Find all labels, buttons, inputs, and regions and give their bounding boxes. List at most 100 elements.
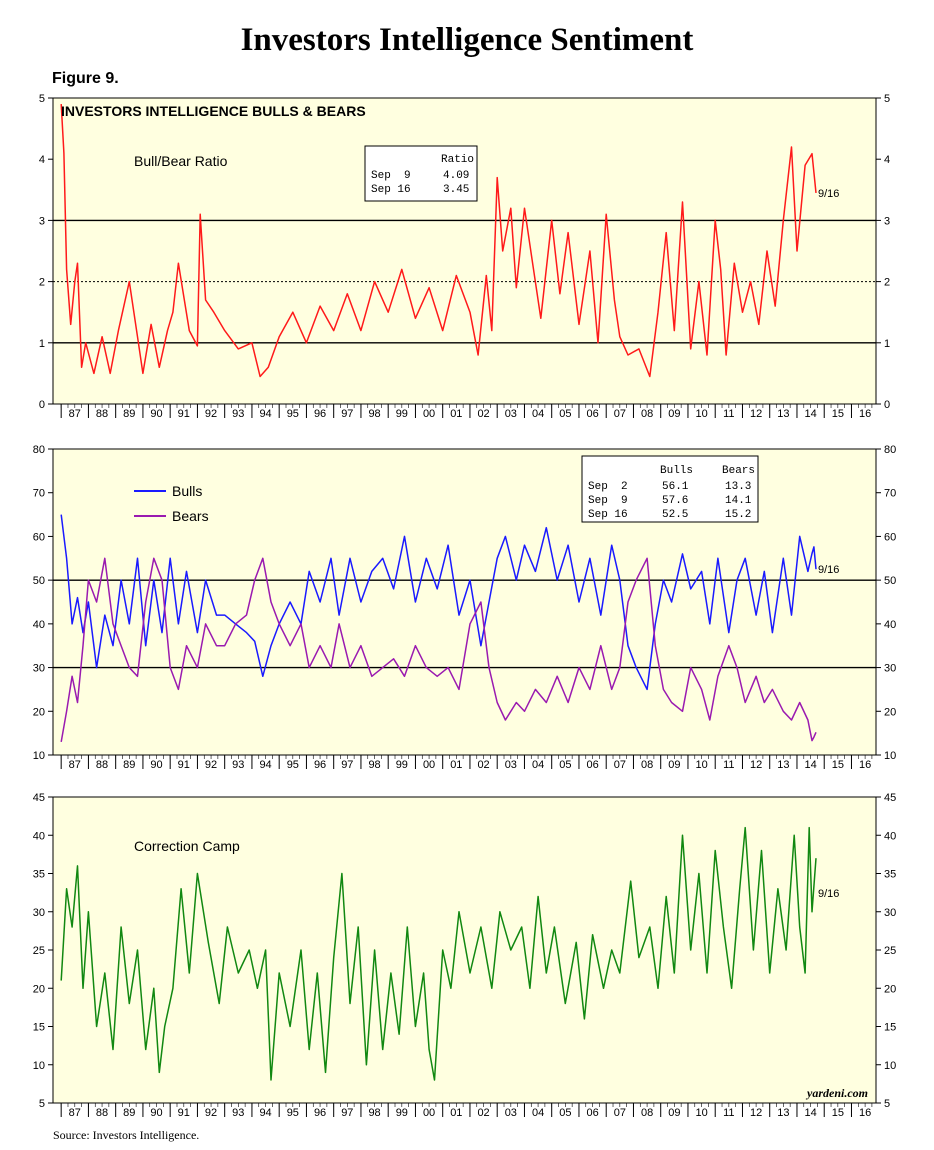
- y-tick-label: 5: [884, 1098, 890, 1110]
- y-tick-label: 50: [884, 575, 896, 587]
- x-tick-label: 97: [341, 1107, 353, 1119]
- x-tick-label: 11: [723, 759, 734, 771]
- bulls-bears-table-header: Bears: [722, 465, 755, 477]
- x-tick-label: 03: [505, 1107, 517, 1119]
- x-tick-label: 15: [832, 759, 844, 771]
- bulls-bears-panel: Bulls Bears Bulls Bears Sep 2 56.1 13.3 …: [33, 444, 897, 771]
- y-tick-label: 10: [884, 750, 896, 762]
- y-tick-label: 70: [884, 488, 896, 500]
- y-tick-label: 30: [884, 663, 896, 675]
- y-tick-label: 60: [33, 531, 45, 543]
- x-tick-label: 16: [859, 759, 871, 771]
- x-tick-label: 13: [777, 1107, 789, 1119]
- ratio-table-date: Sep 16: [371, 184, 411, 196]
- x-tick-label: 04: [532, 408, 544, 420]
- x-tick-label: 04: [532, 759, 544, 771]
- y-tick-label: 45: [33, 792, 45, 804]
- ratio-end-label: 9/16: [818, 188, 839, 200]
- x-tick-label: 11: [723, 1107, 734, 1119]
- x-tick-label: 03: [505, 408, 517, 420]
- bulls-bears-axes: 10 10 20 20 30 30 40 40 50 50 60 60 70 70 80 80 87 88 89 90…: [33, 444, 897, 771]
- x-tick-label: 05: [559, 408, 571, 420]
- x-tick-label: 91: [178, 408, 190, 420]
- ratio-panel-title: INVESTORS INTELLIGENCE BULLS & BEARS: [61, 103, 366, 119]
- x-tick-label: 06: [586, 1107, 598, 1119]
- bulls-bears-table: Bulls Bears Sep 2 56.1 13.3 Sep 9 57.6 1…: [581, 455, 759, 523]
- correction-series: [60, 826, 817, 1081]
- correction-plot-area: [52, 796, 877, 1104]
- bulls-bears-table-header: Bulls: [660, 465, 693, 477]
- x-tick-label: 96: [314, 759, 326, 771]
- x-tick-label: 92: [205, 759, 217, 771]
- x-tick-label: 98: [368, 759, 380, 771]
- y-tick-label: 0: [39, 399, 45, 411]
- x-tick-label: 01: [450, 1107, 462, 1119]
- y-tick-label: 3: [39, 215, 45, 227]
- x-tick-label: 08: [641, 408, 653, 420]
- bulls-bears-table-value: 13.3: [725, 481, 751, 493]
- y-tick-label: 4: [884, 154, 890, 166]
- y-tick-label: 1: [39, 338, 45, 350]
- bulls-bears-legend: Bulls Bears: [134, 483, 209, 524]
- y-tick-label: 30: [884, 907, 896, 919]
- correction-axes: 5 5 10 10 15 15 20 20 25 25 30 30 35 35 40 40 45 45 87 88 89…: [33, 792, 897, 1119]
- x-tick-label: 87: [69, 408, 81, 420]
- x-tick-label: 87: [69, 759, 81, 771]
- ratio-label: Bull/Bear Ratio: [134, 153, 228, 169]
- x-tick-label: 99: [396, 759, 408, 771]
- x-tick-label: 98: [368, 408, 380, 420]
- y-tick-label: 80: [884, 444, 896, 456]
- y-tick-label: 20: [33, 706, 45, 718]
- bulls-bears-table-date: Sep 16: [588, 509, 628, 521]
- y-tick-label: 0: [884, 399, 890, 411]
- x-tick-label: 07: [614, 1107, 626, 1119]
- y-tick-label: 50: [33, 575, 45, 587]
- x-tick-label: 07: [614, 759, 626, 771]
- source-note: Source: Investors Intelligence.: [53, 1128, 200, 1142]
- x-tick-label: 91: [178, 759, 190, 771]
- y-tick-label: 5: [39, 93, 45, 105]
- ratio-table-header: Ratio: [441, 154, 474, 166]
- x-tick-label: 97: [341, 759, 353, 771]
- x-tick-label: 02: [477, 408, 489, 420]
- y-tick-label: 20: [33, 983, 45, 995]
- y-tick-label: 15: [33, 1022, 45, 1034]
- x-tick-label: 01: [450, 759, 462, 771]
- ratio-table: Ratio Sep 9 4.09 Sep 16 3.45: [364, 145, 478, 202]
- x-tick-label: 88: [96, 408, 108, 420]
- x-tick-label: 08: [641, 759, 653, 771]
- y-tick-label: 5: [39, 1098, 45, 1110]
- x-tick-label: 89: [123, 759, 135, 771]
- x-tick-label: 98: [368, 1107, 380, 1119]
- x-tick-label: 06: [586, 408, 598, 420]
- page-title: Investors Intelligence Sentiment: [240, 22, 694, 58]
- x-tick-label: 12: [750, 759, 762, 771]
- ratio-table-value: 3.45: [443, 184, 469, 196]
- x-tick-label: 14: [804, 408, 816, 420]
- x-tick-label: 88: [96, 1107, 108, 1119]
- x-tick-label: 16: [859, 408, 871, 420]
- x-tick-label: 05: [559, 759, 571, 771]
- ratio-panel: INVESTORS INTELLIGENCE BULLS & BEARS Bul…: [39, 93, 890, 420]
- x-tick-label: 15: [832, 408, 844, 420]
- x-tick-label: 93: [232, 408, 244, 420]
- bulls-bears-table-date: Sep 9: [588, 495, 628, 507]
- x-tick-label: 96: [314, 408, 326, 420]
- x-tick-label: 11: [723, 408, 734, 420]
- x-tick-label: 90: [150, 759, 162, 771]
- series-line-bulls: [60, 514, 817, 691]
- x-tick-label: 13: [777, 408, 789, 420]
- x-tick-label: 09: [668, 408, 680, 420]
- x-tick-label: 03: [505, 759, 517, 771]
- ratio-table-value: 4.09: [443, 170, 469, 182]
- bulls-bears-table-value: 57.6: [662, 495, 688, 507]
- x-tick-label: 89: [123, 1107, 135, 1119]
- x-tick-label: 94: [259, 408, 271, 420]
- x-tick-label: 10: [695, 1107, 707, 1119]
- y-tick-label: 35: [884, 869, 896, 881]
- x-tick-label: 06: [586, 759, 598, 771]
- y-tick-label: 40: [884, 830, 896, 842]
- legend-label-bulls: Bulls: [172, 483, 202, 499]
- bulls-bears-series: [60, 514, 817, 743]
